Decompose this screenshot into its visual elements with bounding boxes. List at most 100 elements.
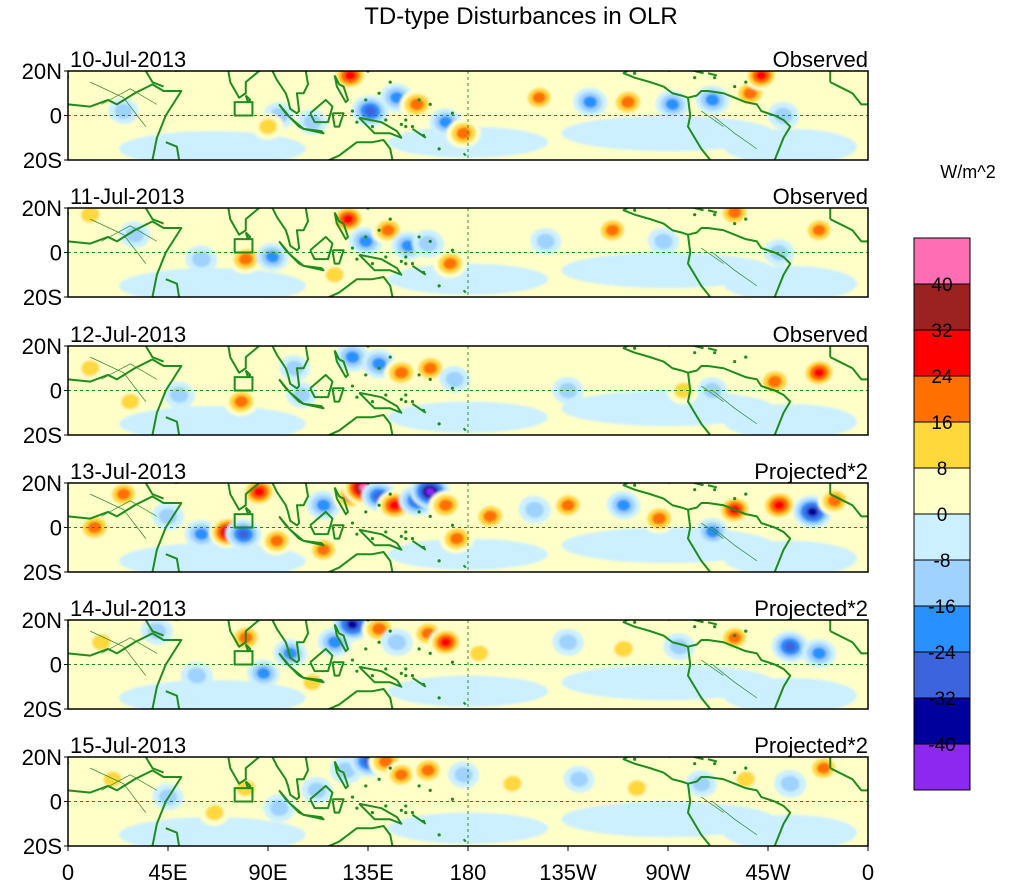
anomaly-band	[388, 538, 548, 570]
coastline	[326, 687, 394, 709]
y-tick-label: 20S	[23, 423, 62, 448]
anomaly-contour	[81, 360, 100, 376]
island	[437, 422, 441, 426]
y-tick-label: 20N	[22, 745, 62, 770]
anomaly-contour	[345, 351, 360, 364]
island	[428, 239, 432, 243]
coastline	[227, 208, 309, 252]
box-region	[233, 238, 254, 254]
anomaly-contour	[303, 114, 322, 130]
border-line	[101, 88, 158, 105]
border-line	[712, 252, 758, 287]
anomaly-contour	[425, 488, 435, 496]
coastline	[326, 550, 394, 572]
coastline	[687, 646, 712, 709]
island	[404, 530, 408, 534]
coastline	[309, 510, 334, 536]
anomaly-band	[119, 680, 306, 709]
island	[370, 262, 375, 266]
border-line	[712, 527, 758, 562]
island	[410, 674, 415, 678]
island	[388, 355, 392, 359]
island	[450, 111, 455, 115]
coastline	[227, 71, 309, 115]
border-line	[101, 500, 158, 517]
colorbar-swatch	[913, 329, 971, 377]
coastline	[309, 647, 334, 673]
island	[693, 76, 697, 80]
y-tick-label: 20N	[22, 334, 62, 359]
coastline	[691, 757, 704, 761]
coastline	[244, 369, 252, 379]
x-tick-label: 0	[62, 860, 74, 885]
island	[355, 120, 359, 124]
island	[693, 351, 697, 355]
anomaly-contour	[316, 543, 331, 556]
island	[450, 797, 455, 801]
anomaly-contour	[705, 93, 720, 106]
coastline	[165, 416, 181, 435]
island	[733, 221, 737, 226]
island	[450, 248, 455, 252]
border-line	[90, 218, 147, 264]
island	[377, 366, 381, 370]
anomaly-contour	[418, 235, 438, 252]
anomaly-contour	[616, 499, 631, 512]
island	[404, 811, 408, 815]
colorbar-units-label: W/m^2	[940, 162, 995, 182]
anomaly-contour	[265, 251, 280, 263]
anomaly-contour	[532, 91, 546, 104]
coastline	[622, 208, 792, 297]
island	[404, 262, 408, 266]
y-tick-label: 20S	[23, 834, 62, 859]
anomaly-contour	[445, 371, 464, 388]
island	[633, 71, 637, 75]
coastline	[165, 278, 181, 297]
border-line	[712, 115, 758, 150]
x-tick-label: 180	[450, 860, 487, 885]
coastline	[144, 346, 164, 363]
panels: 20N 0 20S 10-Jul-2013 Observed 20N 0 20S 11-Jul-…	[22, 47, 869, 859]
coastline	[331, 798, 345, 814]
island	[370, 811, 375, 815]
border-line	[101, 774, 158, 791]
coastline	[244, 506, 252, 516]
anomaly-contour	[525, 501, 545, 518]
colorbar-label: -16	[928, 597, 955, 618]
anomaly-band	[723, 540, 857, 572]
coastline	[309, 784, 334, 810]
island	[633, 757, 637, 761]
panel-5: 20N 0 20S 14-Jul-2013 Projected*2	[22, 596, 869, 722]
coastline	[707, 347, 718, 352]
island	[437, 559, 441, 563]
border-line	[101, 637, 158, 654]
anomaly-contour	[307, 782, 327, 799]
island	[633, 346, 637, 350]
coastline	[278, 789, 305, 816]
anomaly-contour	[773, 500, 785, 511]
coastline	[337, 60, 339, 64]
anomaly-contour	[469, 645, 489, 662]
coastline	[144, 483, 164, 500]
anomaly-contour	[813, 367, 825, 378]
coastlines	[68, 620, 868, 709]
island	[421, 545, 426, 550]
island	[437, 147, 441, 151]
island	[350, 795, 355, 799]
colorbar-label: -8	[934, 551, 951, 572]
anomaly-contour	[390, 91, 404, 104]
coastline	[707, 72, 718, 77]
island	[421, 133, 426, 138]
anomaly-contour	[807, 507, 818, 517]
box-region	[233, 513, 254, 529]
borders	[90, 218, 758, 287]
island	[388, 492, 392, 496]
y-tick-label: 20N	[22, 608, 62, 633]
coastline	[337, 472, 339, 476]
anomaly-contour	[652, 512, 667, 525]
island	[713, 762, 717, 766]
y-tick-label: 20S	[23, 560, 62, 585]
coastline	[68, 220, 183, 297]
island	[370, 674, 375, 678]
coastline	[333, 75, 349, 104]
